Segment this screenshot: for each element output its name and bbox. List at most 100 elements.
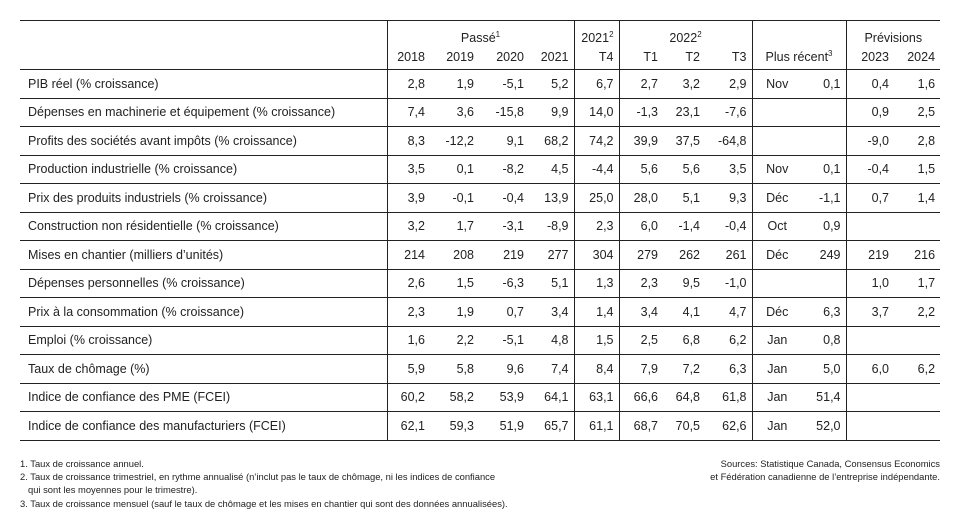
cell-2021-t4: 63,1 [573,383,620,412]
cell-2022-t2: 9,5 [663,269,706,298]
cell-2022-t2: 3,2 [663,69,706,99]
cell-2019: 208 [430,240,479,270]
cell-2019: 1,5 [430,269,479,298]
table-row: PIB réel (% croissance) 2,8 1,9 -5,1 5,2 6,7 2… [20,69,941,99]
cell-2018: 214 [386,240,430,270]
row-label: Emploi (% croissance) [20,326,387,355]
header-blank-2 [20,44,387,70]
cell-forecast-2023: 1,0 [845,269,895,298]
table-row: Dépenses en machinerie et équipement (% … [20,98,941,127]
footnote-2-continued: qui sont les moyennes pour le trimestre)… [28,484,198,496]
cell-forecast-2024: 2,5 [894,98,941,127]
cell-2022-t3: 3,5 [705,155,753,184]
cell-2022-t3: 261 [705,240,753,270]
cell-forecast-2024: 1,5 [894,155,941,184]
cell-forecast-2024 [894,326,941,355]
cell-2021-t4: 1,3 [573,269,620,298]
cell-2021-t4: 25,0 [573,183,620,213]
cell-2019: 58,2 [430,383,479,412]
row-label: PIB réel (% croissance) [20,69,387,99]
cell-2022-t2: 23,1 [663,98,706,127]
row-label: Production industrielle (% croissance) [20,155,387,184]
cell-2022-t3: 6,3 [705,354,753,384]
row-label: Construction non résidentielle (% croiss… [20,212,387,241]
cell-2021-t4: 14,0 [573,98,620,127]
cell-2022-t2: 262 [663,240,706,270]
cell-recent-month: Jan [751,383,803,412]
cell-2018: 2,6 [386,269,430,298]
cell-recent-value [802,126,847,156]
cell-2022-t1: 3,4 [618,297,664,327]
cell-2022-t3: -64,8 [705,126,753,156]
cell-forecast-2024 [894,212,941,241]
cell-2022-t1: 68,7 [618,411,664,441]
cell-2018: 3,5 [386,155,430,184]
cell-2020: -0,4 [479,183,529,213]
col-2018: 2018 [386,44,430,70]
cell-2020: 9,1 [479,126,529,156]
cell-recent-month [751,269,803,298]
table-row: Construction non résidentielle (% croiss… [20,212,941,241]
cell-2019: 5,8 [430,354,479,384]
cell-recent-month: Jan [751,411,803,441]
cell-2019: 1,9 [430,297,479,327]
row-label: Indice de confiance des manufacturiers (… [20,411,387,441]
cell-2021: 5,2 [529,69,575,99]
table-row: Prix à la consommation (% croissance) 2,3… [20,297,941,327]
table-row: Indice de confiance des PME (FCEI) 60,2 58… [20,383,941,412]
cell-forecast-2023 [845,326,895,355]
cell-2018: 62,1 [386,411,430,441]
cell-2021: 13,9 [529,183,575,213]
cell-2022-t1: 39,9 [618,126,664,156]
header-passe: Passé1 [386,20,575,45]
cell-2020: 53,9 [479,383,529,412]
cell-2022-t1: 5,6 [618,155,664,184]
cell-recent-month: Oct [751,212,803,241]
cell-2018: 2,8 [386,69,430,99]
cell-recent-value: -1,1 [802,183,847,213]
table-row: Taux de chômage (%) 5,9 5,8 9,6 7,4 8,4 7,9 7,2… [20,354,941,384]
cell-forecast-2024: 2,8 [894,126,941,156]
cell-forecast-2023: 3,7 [845,297,895,327]
cell-forecast-2023 [845,383,895,412]
cell-2020: -3,1 [479,212,529,241]
cell-2021-t4: 1,4 [573,297,620,327]
header-2022: 20222 [618,20,753,45]
row-label: Prix à la consommation (% croissance) [20,297,387,327]
sources-line-2: et Fédération canadienne de l’entreprise… [710,471,940,483]
cell-2019: 3,6 [430,98,479,127]
cell-2022-t1: 2,5 [618,326,664,355]
cell-recent-month: Déc [751,297,803,327]
col-2024: 2024 [894,44,941,70]
cell-recent-value: 0,9 [802,212,847,241]
cell-2020: -15,8 [479,98,529,127]
cell-2019: -12,2 [430,126,479,156]
cell-2021: 9,9 [529,98,575,127]
cell-2021-t4: 61,1 [573,411,620,441]
cell-recent-value [802,98,847,127]
cell-2021-t4: 8,4 [573,354,620,384]
cell-2021-t4: 74,2 [573,126,620,156]
cell-recent-month: Nov [751,69,803,99]
cell-2021-t4: 304 [573,240,620,270]
economic-indicators-table-container: Passé1 20212 20222 Prévisions 2018 2019 … [20,20,941,441]
cell-2022-t1: 28,0 [618,183,664,213]
cell-2020: -6,3 [479,269,529,298]
table-body: PIB réel (% croissance) 2,8 1,9 -5,1 5,2 6,7 2… [20,69,941,441]
cell-2022-t3: 2,9 [705,69,753,99]
economic-indicators-table: Passé1 20212 20222 Prévisions 2018 2019 … [20,20,941,441]
cell-2022-t3: 4,7 [705,297,753,327]
cell-2021-t4: 2,3 [573,212,620,241]
table-row: Profits des sociétés avant impôts (% cro… [20,126,941,156]
cell-2021: 64,1 [529,383,575,412]
cell-2018: 2,3 [386,297,430,327]
cell-2019: -0,1 [430,183,479,213]
sources-line-1: Sources: Statistique Canada, Consensus E… [720,458,940,469]
cell-recent-value: 51,4 [802,383,847,412]
col-2022-t1: T1 [618,44,664,70]
col-2020: 2020 [479,44,529,70]
cell-2022-t2: -1,4 [663,212,706,241]
cell-2022-t3: 62,6 [705,411,753,441]
cell-recent-month: Jan [751,326,803,355]
cell-2021-t4: 1,5 [573,326,620,355]
